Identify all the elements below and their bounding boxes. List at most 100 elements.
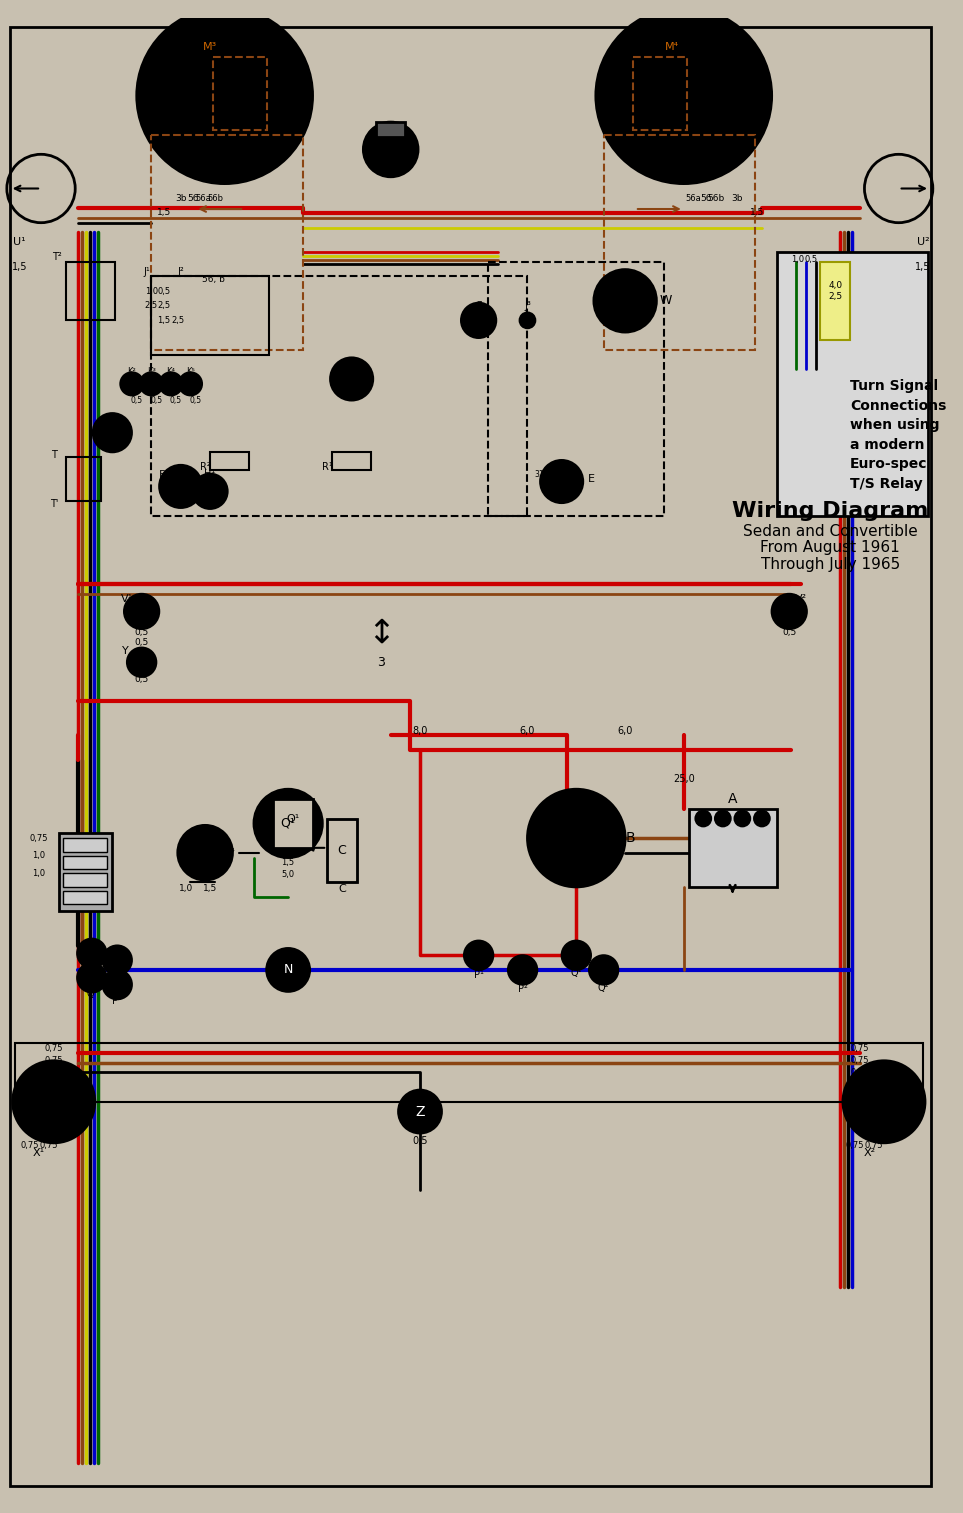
Circle shape — [715, 811, 731, 826]
Text: R²: R² — [199, 461, 211, 472]
Text: Euro-spec: Euro-spec — [849, 457, 927, 471]
Text: X¹: X¹ — [33, 1147, 45, 1157]
Text: S: S — [475, 301, 482, 310]
Text: M¹: M¹ — [196, 154, 208, 165]
Text: 1,5: 1,5 — [12, 262, 27, 272]
Text: V¹: V¹ — [121, 593, 133, 604]
Text: 3b: 3b — [732, 194, 743, 203]
Text: B: B — [625, 831, 635, 846]
Text: T/S Relay: T/S Relay — [849, 477, 923, 490]
Text: 56, b: 56, b — [201, 275, 224, 284]
Text: 0,5: 0,5 — [135, 628, 148, 637]
Text: J³: J³ — [524, 301, 531, 310]
Text: 0,5: 0,5 — [247, 62, 261, 71]
Text: 1,0: 1,0 — [144, 286, 158, 295]
Text: 0,5: 0,5 — [190, 396, 201, 405]
Text: K²: K² — [127, 366, 136, 375]
Text: 0,75: 0,75 — [20, 1141, 39, 1150]
Circle shape — [596, 8, 771, 183]
Circle shape — [771, 595, 807, 629]
Text: F: F — [159, 469, 166, 480]
Bar — [213, 56, 267, 130]
Text: T: T — [51, 451, 57, 460]
Text: 1,0: 1,0 — [33, 852, 45, 861]
Text: C: C — [338, 884, 346, 894]
Text: 0,5: 0,5 — [804, 256, 818, 265]
Text: T²: T² — [52, 251, 62, 262]
Circle shape — [13, 1061, 94, 1142]
Text: ↕: ↕ — [367, 616, 395, 649]
Text: 0,5: 0,5 — [412, 1136, 428, 1145]
Text: E: E — [587, 474, 594, 484]
Circle shape — [589, 955, 618, 985]
Text: H¹: H¹ — [204, 469, 216, 478]
Circle shape — [267, 949, 310, 991]
Circle shape — [461, 303, 496, 337]
Text: V²: V² — [794, 593, 807, 604]
Circle shape — [127, 648, 156, 676]
Circle shape — [140, 372, 163, 395]
Circle shape — [193, 474, 227, 508]
Text: Q²: Q² — [598, 982, 610, 993]
Text: 56: 56 — [700, 194, 712, 203]
Text: 1,5: 1,5 — [158, 316, 170, 325]
Circle shape — [103, 970, 132, 999]
Circle shape — [254, 790, 323, 858]
Text: 0,75: 0,75 — [30, 834, 48, 843]
Text: 1,5: 1,5 — [203, 885, 217, 893]
Circle shape — [528, 790, 625, 887]
Text: U²: U² — [917, 238, 929, 247]
Bar — [377, 123, 405, 136]
Circle shape — [363, 123, 418, 177]
Text: when using: when using — [849, 418, 939, 433]
Circle shape — [594, 269, 657, 331]
Text: Y: Y — [121, 646, 128, 655]
Bar — [327, 819, 356, 882]
Circle shape — [520, 313, 535, 328]
Text: a modern: a modern — [849, 437, 924, 451]
Text: M⁴: M⁴ — [665, 42, 679, 51]
Text: 1,0: 1,0 — [33, 868, 45, 878]
Text: 25,0: 25,0 — [673, 775, 694, 784]
Circle shape — [221, 162, 237, 177]
Bar — [151, 135, 302, 350]
Circle shape — [159, 464, 202, 508]
Text: 0,5: 0,5 — [135, 675, 148, 684]
Text: 1,5: 1,5 — [157, 209, 171, 218]
Text: Q⁴: Q⁴ — [86, 990, 97, 1000]
Circle shape — [178, 826, 232, 881]
Bar — [332, 452, 371, 471]
Text: 1,5: 1,5 — [915, 262, 931, 272]
Text: 0,75: 0,75 — [846, 1141, 864, 1150]
Text: L¹: L¹ — [233, 154, 242, 165]
Text: N: N — [283, 964, 293, 976]
Circle shape — [330, 357, 373, 401]
Text: O: O — [190, 846, 201, 859]
Text: K⁵: K⁵ — [186, 366, 195, 375]
Text: Q¹: Q¹ — [280, 817, 296, 831]
Text: K³: K³ — [147, 366, 156, 375]
Circle shape — [666, 162, 682, 177]
Text: J²: J² — [177, 266, 184, 277]
Text: K¹: K¹ — [349, 359, 359, 369]
Text: Wiring Diagram: Wiring Diagram — [732, 501, 928, 520]
Text: 0,5: 0,5 — [782, 628, 796, 637]
Text: J¹: J¹ — [143, 266, 150, 277]
Text: 0,75: 0,75 — [850, 1056, 869, 1065]
Text: 31b: 31b — [534, 471, 549, 480]
Text: H³: H³ — [383, 142, 398, 156]
Text: P²: P² — [518, 985, 528, 994]
Text: J⁴: J⁴ — [228, 847, 235, 858]
Text: U¹: U¹ — [13, 238, 26, 247]
Circle shape — [464, 941, 493, 970]
Text: 2,5: 2,5 — [144, 301, 158, 310]
Bar — [151, 277, 528, 516]
Text: 2,5: 2,5 — [158, 301, 170, 310]
Bar — [776, 253, 928, 516]
Circle shape — [695, 811, 711, 826]
Circle shape — [120, 372, 143, 395]
Text: 1,5: 1,5 — [281, 858, 295, 867]
Text: 1,0: 1,0 — [178, 885, 193, 893]
Bar — [689, 809, 776, 887]
Text: A: A — [728, 791, 738, 806]
